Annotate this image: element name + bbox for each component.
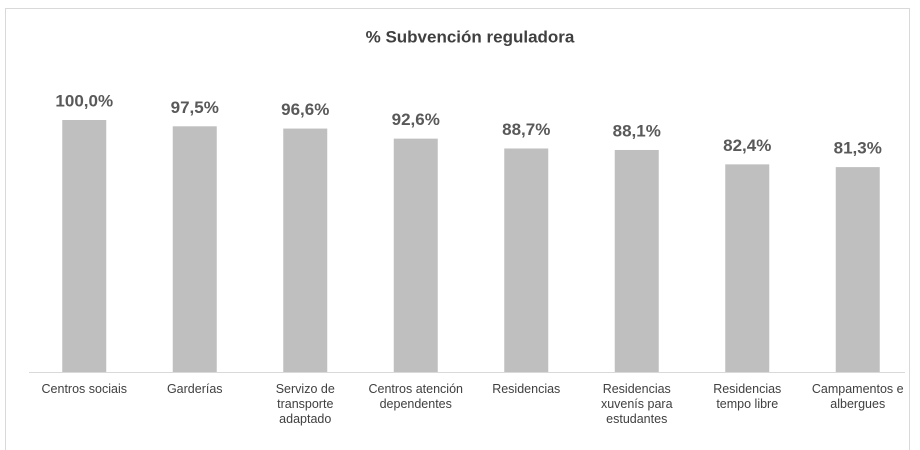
bar xyxy=(725,164,770,372)
x-tick-label: Residencias xyxy=(492,382,561,396)
data-label: 96,6% xyxy=(281,100,329,119)
x-tick-label: Residencias xuvenís para estudantes xyxy=(600,382,673,426)
data-label: 92,6% xyxy=(392,110,440,129)
x-tick-label: Centros sociais xyxy=(41,382,127,396)
bar xyxy=(393,138,438,372)
x-tick-label: Garderías xyxy=(166,382,223,396)
bar xyxy=(835,167,880,372)
x-tick-label: Centros atención dependentes xyxy=(368,382,463,411)
data-label: 100,0% xyxy=(55,91,113,110)
bar xyxy=(614,149,659,372)
data-label: 88,1% xyxy=(613,121,661,140)
data-label: 88,7% xyxy=(502,120,550,139)
data-label: 81,3% xyxy=(834,139,882,158)
data-label: 82,4% xyxy=(723,136,771,155)
bar xyxy=(504,148,549,372)
chart-title: % Subvención reguladora xyxy=(366,27,575,46)
data-label: 97,5% xyxy=(171,98,219,117)
x-tick-label: Campamentos e albergues xyxy=(811,382,904,411)
x-tick-label: Residencias tempo libre xyxy=(713,382,782,411)
bar xyxy=(62,120,107,372)
x-tick-label: Servizo de transporte adaptado xyxy=(275,382,335,426)
bar xyxy=(283,128,328,372)
bar xyxy=(172,126,217,372)
